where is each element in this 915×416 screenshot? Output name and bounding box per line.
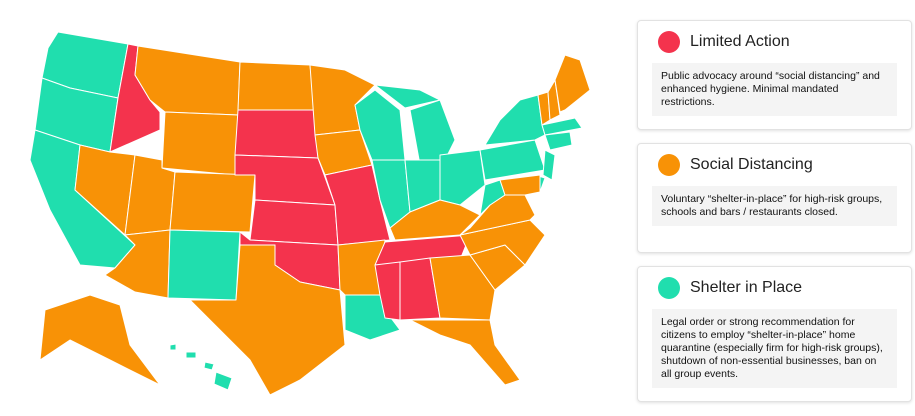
state bbox=[234, 109, 319, 159]
state bbox=[544, 131, 573, 151]
legend-title: Social Distancing bbox=[690, 156, 813, 173]
state bbox=[213, 371, 233, 391]
legend-swatch bbox=[658, 154, 680, 176]
legend-description: Voluntary “shelter-in-place” for high-ri… bbox=[652, 186, 897, 226]
state bbox=[249, 199, 339, 246]
state bbox=[324, 164, 391, 246]
legend-card: Shelter in Place Legal order or strong re… bbox=[637, 266, 912, 402]
state bbox=[161, 111, 239, 176]
state bbox=[479, 139, 546, 181]
state bbox=[167, 229, 241, 301]
legend-header: Social Distancing bbox=[638, 144, 911, 186]
state bbox=[185, 351, 197, 359]
legend-description: Legal order or strong recommendation for… bbox=[652, 309, 897, 388]
legend-card: Limited Action Public advocacy around “so… bbox=[637, 20, 912, 130]
state bbox=[39, 294, 161, 386]
legend-card: Social Distancing Voluntary “shelter-in-p… bbox=[637, 143, 912, 253]
legend-header: Shelter in Place bbox=[638, 267, 911, 309]
state bbox=[169, 171, 256, 233]
state bbox=[429, 254, 496, 321]
legend-swatch bbox=[658, 277, 680, 299]
state bbox=[189, 244, 346, 396]
state bbox=[439, 149, 486, 206]
state bbox=[374, 84, 441, 109]
us-map bbox=[29, 31, 591, 396]
state bbox=[237, 61, 316, 111]
state bbox=[409, 99, 456, 166]
state bbox=[374, 261, 401, 321]
state bbox=[203, 361, 215, 371]
legend-title: Shelter in Place bbox=[690, 279, 803, 296]
state bbox=[541, 117, 583, 136]
legend-swatch bbox=[658, 31, 680, 53]
state bbox=[389, 199, 481, 241]
state bbox=[169, 343, 177, 351]
state bbox=[484, 94, 546, 146]
state bbox=[554, 54, 591, 113]
legend-header: Limited Action bbox=[638, 21, 911, 63]
legend-description: Public advocacy around “social distancin… bbox=[652, 63, 897, 116]
state bbox=[542, 149, 556, 181]
state bbox=[547, 79, 561, 121]
state bbox=[499, 174, 541, 196]
state bbox=[409, 319, 521, 386]
legend-title: Limited Action bbox=[690, 33, 790, 50]
